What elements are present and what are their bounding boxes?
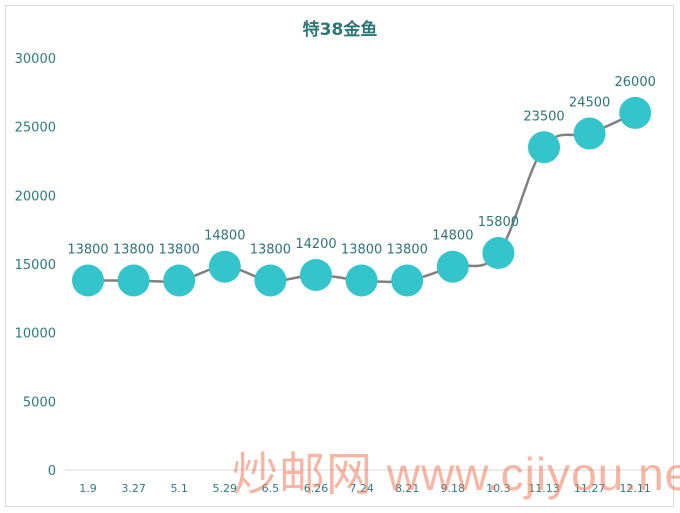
data-point — [619, 96, 652, 129]
y-tick-label: 0 — [48, 464, 56, 479]
data-point — [208, 250, 241, 283]
data-label: 13800 — [113, 242, 154, 257]
data-label: 14800 — [204, 229, 245, 244]
x-tick-label: 10.3 — [486, 482, 511, 495]
chart-frame — [5, 5, 674, 507]
x-tick-label: 5.29 — [213, 482, 238, 495]
data-label: 13800 — [387, 242, 428, 257]
data-point — [391, 264, 424, 297]
data-point — [528, 131, 560, 164]
y-tick-label: 15000 — [15, 258, 56, 273]
data-point — [436, 250, 469, 283]
x-tick-label: 6.26 — [304, 482, 329, 495]
data-point — [573, 117, 606, 150]
x-tick-label: 9.18 — [441, 482, 466, 495]
data-point — [254, 264, 287, 297]
y-tick-label: 30000 — [15, 52, 56, 67]
data-point — [72, 264, 104, 297]
x-tick-label: 3.27 — [121, 482, 146, 495]
chart-title: 特38金鱼 — [303, 19, 378, 40]
data-point — [300, 258, 332, 291]
data-label: 14800 — [432, 229, 473, 244]
data-label: 13800 — [250, 242, 291, 257]
y-tick-label: 5000 — [23, 395, 56, 410]
x-tick-label: 7.24 — [349, 482, 374, 495]
y-tick-label: 10000 — [15, 327, 56, 342]
data-point — [482, 237, 515, 270]
data-point — [345, 264, 378, 297]
data-label: 24500 — [569, 96, 610, 111]
y-tick-label: 25000 — [15, 121, 56, 136]
data-label: 14200 — [295, 237, 336, 252]
data-label: 13800 — [159, 242, 200, 257]
x-tick-label: 6.5 — [262, 482, 280, 495]
data-point — [163, 264, 196, 297]
x-tick-label: 5.1 — [170, 482, 188, 495]
data-label: 23500 — [523, 109, 564, 124]
data-point — [117, 264, 150, 297]
data-label: 26000 — [615, 75, 656, 90]
x-tick-label: 1.9 — [79, 482, 97, 495]
x-tick-label: 8.21 — [395, 482, 420, 495]
y-tick-label: 20000 — [15, 189, 56, 204]
x-tick-label: 11.27 — [574, 482, 606, 495]
x-tick-label: 12.11 — [619, 482, 651, 495]
x-tick-label: 11.13 — [528, 482, 560, 495]
data-label: 15800 — [478, 215, 519, 230]
data-label: 13800 — [67, 242, 108, 257]
data-label: 13800 — [341, 242, 382, 257]
